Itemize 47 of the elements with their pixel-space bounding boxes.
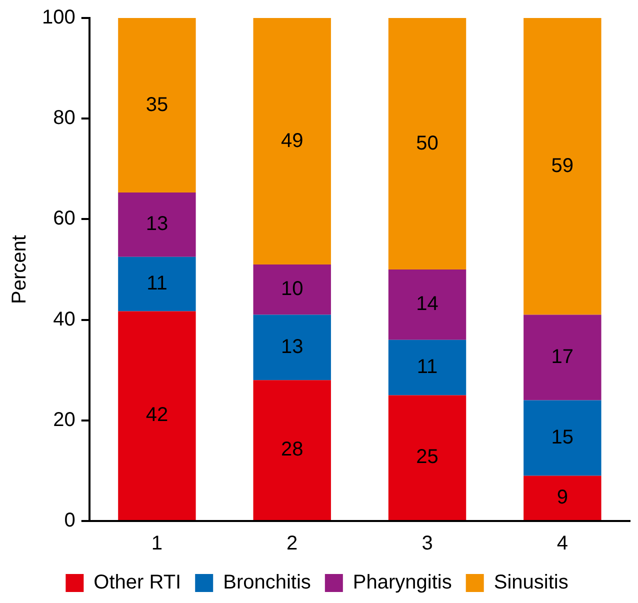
y-tick-label: 60	[53, 208, 76, 230]
data-label: 13	[280, 336, 304, 358]
bar	[524, 314, 602, 400]
data-label: 14	[416, 293, 438, 316]
bar	[253, 314, 331, 380]
bar	[118, 256, 196, 312]
data-label: 59	[551, 154, 574, 177]
x-tick-label: 3	[422, 532, 433, 555]
bar	[388, 395, 466, 520]
bar	[253, 380, 331, 520]
data-label: 28	[280, 438, 304, 461]
data-label: 11	[146, 272, 168, 295]
x-tick-label: 1	[151, 532, 163, 555]
bar	[524, 476, 602, 520]
data-label: 17	[551, 346, 574, 368]
y-tick-label: 20	[53, 408, 76, 431]
x-tick-label: 2	[286, 532, 298, 555]
legend-label: Pharyngitis	[352, 572, 452, 594]
legend-label: Sinusitis	[494, 572, 568, 594]
data-label: 10	[280, 278, 304, 300]
bar	[388, 270, 466, 340]
data-label: 49	[280, 130, 304, 152]
data-label: 11	[416, 356, 438, 378]
data-label: 50	[416, 132, 438, 154]
bar	[524, 400, 602, 476]
x-tick-label: 4	[556, 532, 568, 555]
bar	[118, 18, 196, 193]
bar	[253, 264, 331, 315]
y-tick-label: 80	[53, 107, 76, 130]
bar	[118, 192, 196, 257]
bar	[388, 340, 466, 396]
bar	[388, 18, 466, 270]
bar	[253, 18, 331, 264]
data-label: 35	[146, 94, 168, 116]
y-axis-title: Percent	[8, 234, 31, 304]
data-label: 15	[551, 426, 574, 449]
data-label: 42	[146, 404, 168, 426]
legend-label: Other RTI	[94, 572, 182, 594]
data-label: 25	[416, 446, 438, 468]
data-label: 9	[556, 486, 568, 508]
y-tick-label: 40	[53, 308, 76, 330]
y-tick-label: 0	[64, 510, 76, 532]
bar	[524, 18, 602, 315]
data-label: 13	[146, 213, 168, 236]
bar	[118, 311, 196, 520]
y-tick-label: 100	[42, 6, 76, 29]
legend-label: Bronchitis	[223, 572, 311, 594]
